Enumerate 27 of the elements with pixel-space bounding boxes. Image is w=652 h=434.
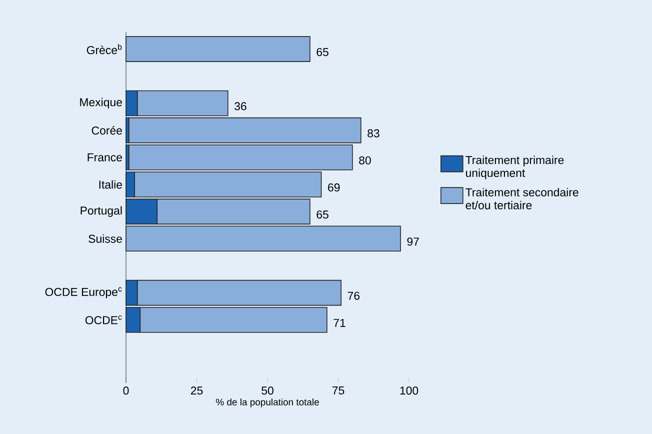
y-tick-label: Suisse (88, 234, 122, 243)
y-tick-label: Italie (99, 180, 122, 189)
total-label: 76 (348, 292, 360, 300)
total-label: 97 (407, 238, 419, 246)
y-tick-label: France (88, 153, 122, 162)
total-label: 69 (328, 183, 340, 192)
total-label: 65 (316, 210, 328, 219)
x-tick-label: 75 (332, 386, 344, 394)
y-tick-label: OCDE$^{c}$ (85, 316, 122, 324)
legend-label: Traitement secondaire et/ou tertiaire (466, 188, 578, 210)
legend-label: Traitement primaire uniquement (466, 156, 564, 180)
total-label: 83 (368, 129, 380, 138)
x-tick-label: 100 (400, 386, 418, 395)
y-tick-label: Mexique (80, 98, 122, 109)
bar (126, 36, 310, 62)
x-tick-label: 25 (190, 386, 203, 395)
x-axis-title: % de la population totale (216, 398, 319, 408)
x-tick-label: 50 (262, 386, 274, 395)
x-tick-label: 0 (123, 386, 129, 395)
y-tick-label: Grèce$^{b}$ (86, 44, 122, 54)
y-tick-label: Corée (92, 126, 122, 135)
total-label: 71 (334, 318, 346, 327)
total-label: 65 (316, 48, 328, 56)
total-label: 36 (234, 102, 246, 110)
total-label: 80 (359, 156, 371, 164)
y-tick-label: OCDE Europe$^{c}$ (45, 287, 122, 298)
y-tick-label: Portugal (80, 206, 122, 217)
